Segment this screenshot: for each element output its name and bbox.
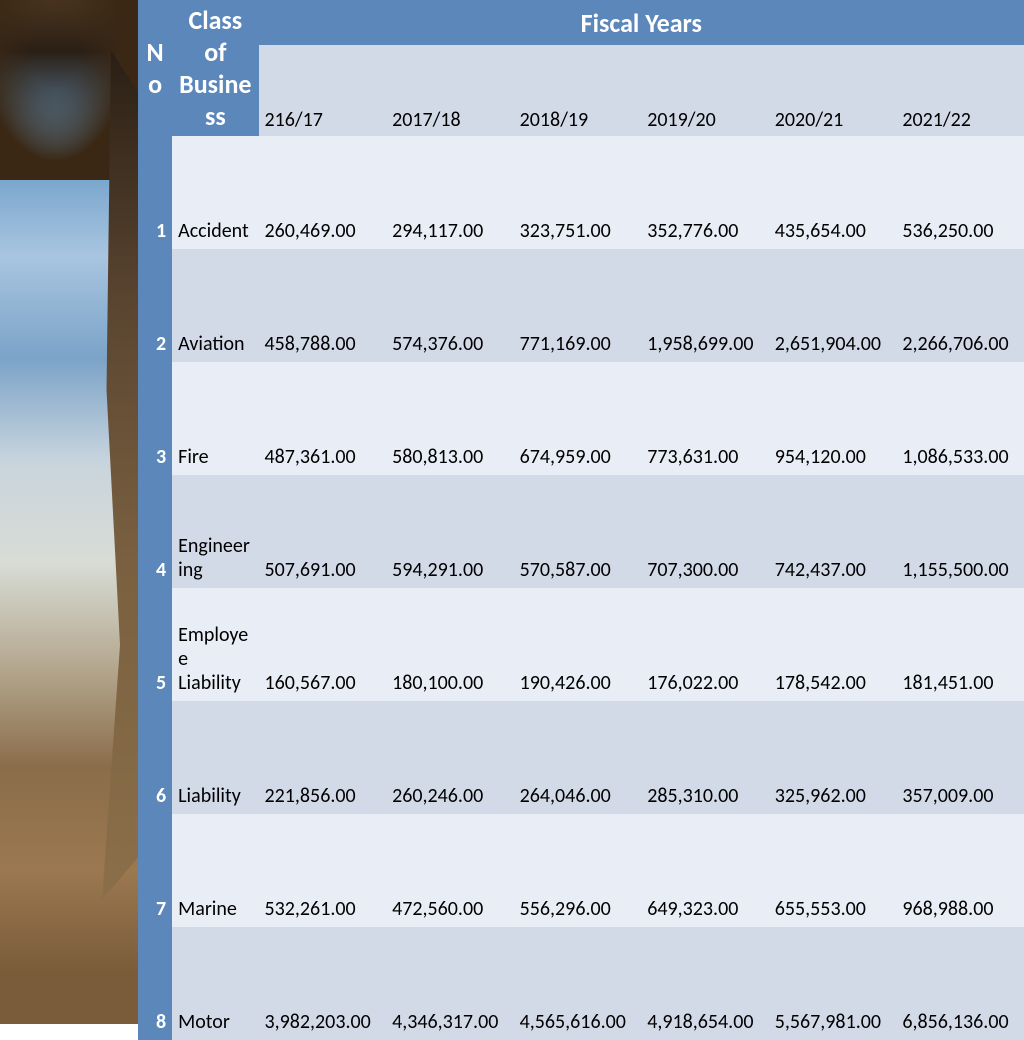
row-value: 221,856.00 xyxy=(259,701,387,814)
row-no: 7 xyxy=(138,814,172,927)
row-value: 1,958,699.00 xyxy=(641,249,769,362)
row-value: 1,155,500.00 xyxy=(896,475,1024,588)
row-value: 507,691.00 xyxy=(259,475,387,588)
table-row: 1Accident260,469.00294,117.00323,751.003… xyxy=(138,136,1024,249)
row-value: 556,296.00 xyxy=(514,814,642,927)
row-no: 6 xyxy=(138,701,172,814)
row-value: 4,918,654.00 xyxy=(641,927,769,1040)
row-value: 458,788.00 xyxy=(259,249,387,362)
row-value: 487,361.00 xyxy=(259,362,387,475)
row-value: 264,046.00 xyxy=(514,701,642,814)
header-year-4: 2020/21 xyxy=(769,45,897,136)
row-value: 5,567,981.00 xyxy=(769,927,897,1040)
row-value: 4,346,317.00 xyxy=(386,927,514,1040)
row-business: Marine xyxy=(172,814,258,927)
row-value: 176,022.00 xyxy=(641,588,769,701)
row-business: Employee Liability xyxy=(172,588,258,701)
header-fiscal-years: Fiscal Years xyxy=(259,0,1024,45)
table-body: 1Accident260,469.00294,117.00323,751.003… xyxy=(138,136,1024,1040)
row-value: 742,437.00 xyxy=(769,475,897,588)
table-row: 2Aviation458,788.00574,376.00771,169.001… xyxy=(138,249,1024,362)
row-value: 968,988.00 xyxy=(896,814,1024,927)
row-value: 674,959.00 xyxy=(514,362,642,475)
row-business: Aviation xyxy=(172,249,258,362)
table-header-row-2: 216/17 2017/18 2018/19 2019/20 2020/21 2… xyxy=(138,45,1024,136)
row-value: 180,100.00 xyxy=(386,588,514,701)
row-no: 8 xyxy=(138,927,172,1040)
row-business: Accident xyxy=(172,136,258,249)
table-header-row-1: No Class of Business Fiscal Years xyxy=(138,0,1024,45)
row-value: 325,962.00 xyxy=(769,701,897,814)
row-value: 190,426.00 xyxy=(514,588,642,701)
row-value: 435,654.00 xyxy=(769,136,897,249)
row-value: 574,376.00 xyxy=(386,249,514,362)
row-value: 536,250.00 xyxy=(896,136,1024,249)
row-value: 160,567.00 xyxy=(259,588,387,701)
row-value: 6,856,136.00 xyxy=(896,927,1024,1040)
decorative-landscape-image xyxy=(0,0,138,1024)
row-no: 5 xyxy=(138,588,172,701)
fiscal-years-table: No Class of Business Fiscal Years 216/17… xyxy=(138,0,1024,1040)
table-row: 3Fire487,361.00580,813.00674,959.00773,6… xyxy=(138,362,1024,475)
table-row: 6Liability221,856.00260,246.00264,046.00… xyxy=(138,701,1024,814)
header-year-3: 2019/20 xyxy=(641,45,769,136)
row-value: 771,169.00 xyxy=(514,249,642,362)
row-value: 178,542.00 xyxy=(769,588,897,701)
row-value: 285,310.00 xyxy=(641,701,769,814)
header-year-0: 216/17 xyxy=(259,45,387,136)
row-value: 707,300.00 xyxy=(641,475,769,588)
table-row: 7Marine532,261.00472,560.00556,296.00649… xyxy=(138,814,1024,927)
row-value: 3,982,203.00 xyxy=(259,927,387,1040)
row-value: 2,651,904.00 xyxy=(769,249,897,362)
row-value: 323,751.00 xyxy=(514,136,642,249)
row-business: Fire xyxy=(172,362,258,475)
fiscal-table-container: No Class of Business Fiscal Years 216/17… xyxy=(138,0,1024,1024)
row-no: 1 xyxy=(138,136,172,249)
header-business: Class of Business xyxy=(172,0,258,136)
row-value: 773,631.00 xyxy=(641,362,769,475)
table-row: 5Employee Liability160,567.00180,100.001… xyxy=(138,588,1024,701)
row-business: Engineering xyxy=(172,475,258,588)
table-row: 8Motor3,982,203.004,346,317.004,565,616.… xyxy=(138,927,1024,1040)
row-no: 3 xyxy=(138,362,172,475)
header-year-1: 2017/18 xyxy=(386,45,514,136)
row-no: 2 xyxy=(138,249,172,362)
row-value: 594,291.00 xyxy=(386,475,514,588)
row-business: Liability xyxy=(172,701,258,814)
row-value: 260,246.00 xyxy=(386,701,514,814)
row-value: 655,553.00 xyxy=(769,814,897,927)
header-no: No xyxy=(138,0,172,136)
row-value: 580,813.00 xyxy=(386,362,514,475)
row-value: 954,120.00 xyxy=(769,362,897,475)
table-row: 4Engineering507,691.00594,291.00570,587.… xyxy=(138,475,1024,588)
header-year-5: 2021/22 xyxy=(896,45,1024,136)
row-value: 472,560.00 xyxy=(386,814,514,927)
row-value: 532,261.00 xyxy=(259,814,387,927)
row-value: 570,587.00 xyxy=(514,475,642,588)
row-value: 181,451.00 xyxy=(896,588,1024,701)
row-value: 357,009.00 xyxy=(896,701,1024,814)
row-value: 2,266,706.00 xyxy=(896,249,1024,362)
row-no: 4 xyxy=(138,475,172,588)
row-value: 1,086,533.00 xyxy=(896,362,1024,475)
row-value: 294,117.00 xyxy=(386,136,514,249)
row-value: 4,565,616.00 xyxy=(514,927,642,1040)
row-value: 352,776.00 xyxy=(641,136,769,249)
row-business: Motor xyxy=(172,927,258,1040)
row-value: 260,469.00 xyxy=(259,136,387,249)
row-value: 649,323.00 xyxy=(641,814,769,927)
header-year-2: 2018/19 xyxy=(514,45,642,136)
